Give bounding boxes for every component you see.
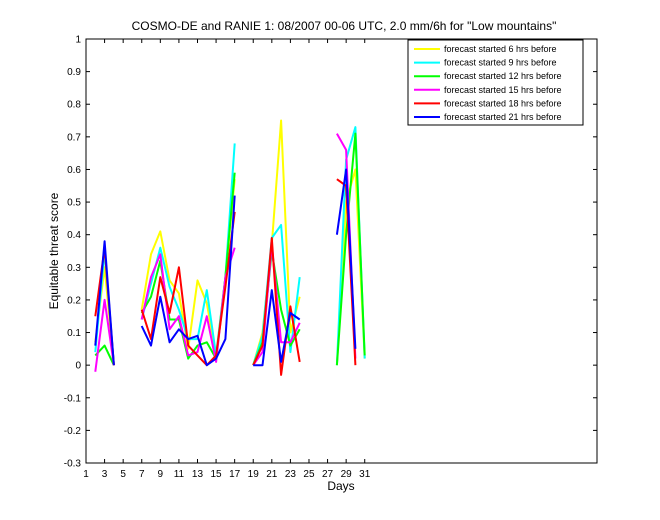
legend-item-label: forecast started 9 hrs before xyxy=(444,58,557,68)
x-tick-label: 31 xyxy=(359,469,371,480)
x-tick-label: 1 xyxy=(83,469,89,480)
y-tick-label: -0.1 xyxy=(64,393,82,404)
series-lines xyxy=(94,119,366,376)
x-tick-label: 11 xyxy=(174,469,185,480)
y-tick-label: 0.4 xyxy=(67,230,81,241)
x-tick-label: 27 xyxy=(322,469,334,480)
series-line xyxy=(253,289,301,367)
series-line xyxy=(252,237,301,376)
legend-item-label: forecast started 18 hrs before xyxy=(444,98,562,108)
y-tick-label: -0.2 xyxy=(64,426,82,437)
y-tick-label: 0.3 xyxy=(67,263,81,274)
series-line xyxy=(252,250,301,366)
series-line xyxy=(335,168,357,349)
legend-item-label: forecast started 6 hrs before xyxy=(444,44,557,54)
x-tick-label: 17 xyxy=(229,469,241,480)
legend-box xyxy=(407,39,584,126)
x-tick-label: 3 xyxy=(102,469,108,480)
x-tick-label: 21 xyxy=(266,469,278,480)
y-tick-label: -0.3 xyxy=(64,459,82,470)
x-tick-label: 5 xyxy=(120,469,126,480)
x-tick-label: 7 xyxy=(139,469,145,480)
x-tick-label: 13 xyxy=(192,469,204,480)
x-tick-label: 23 xyxy=(285,469,297,480)
x-tick-label: 25 xyxy=(303,469,315,480)
x-axis-label: Days xyxy=(327,479,354,493)
chart-title: COSMO-DE and RANIE 1: 08/2007 00-06 UTC,… xyxy=(132,19,557,33)
y-tick-label: 0 xyxy=(75,361,81,372)
series-line xyxy=(94,240,115,366)
legend: forecast started 6 hrs before forecast st… xyxy=(407,39,584,126)
y-tick-label: 0.9 xyxy=(67,67,81,78)
legend-item-label: forecast started 21 hrs before xyxy=(444,112,562,122)
legend-item-label: forecast started 12 hrs before xyxy=(444,71,562,81)
y-tick-label: 0.2 xyxy=(67,295,81,306)
y-tick-label: 0.1 xyxy=(67,328,81,339)
y-tick-label: 0.6 xyxy=(67,165,81,176)
y-tick-label: 1 xyxy=(75,35,81,46)
series-line xyxy=(94,298,115,372)
y-axis-label: Equitable threat score xyxy=(47,192,61,309)
series-line xyxy=(140,195,236,367)
x-tick-label: 15 xyxy=(211,469,223,480)
x-tick-label: 9 xyxy=(158,469,164,480)
x-tick-label: 19 xyxy=(248,469,260,480)
x-axis: 1 3 5 7 9 11 13 15 17 19 21 23 25 27 29 31 xyxy=(83,39,371,480)
series-line xyxy=(140,211,236,367)
series-line xyxy=(335,132,366,366)
y-tick-label: 0.8 xyxy=(67,100,81,111)
legend-item-label: forecast started 15 hrs before xyxy=(444,85,562,95)
y-tick-label: 0.5 xyxy=(67,198,81,209)
x-tick-label: 29 xyxy=(341,469,353,480)
y-axis: -0.3 -0.2 -0.1 0 0.1 0.2 0.3 0.4 0.5 0.6 0.7 0.8 0.9… xyxy=(64,35,597,470)
y-tick-label: 0.7 xyxy=(67,132,81,143)
